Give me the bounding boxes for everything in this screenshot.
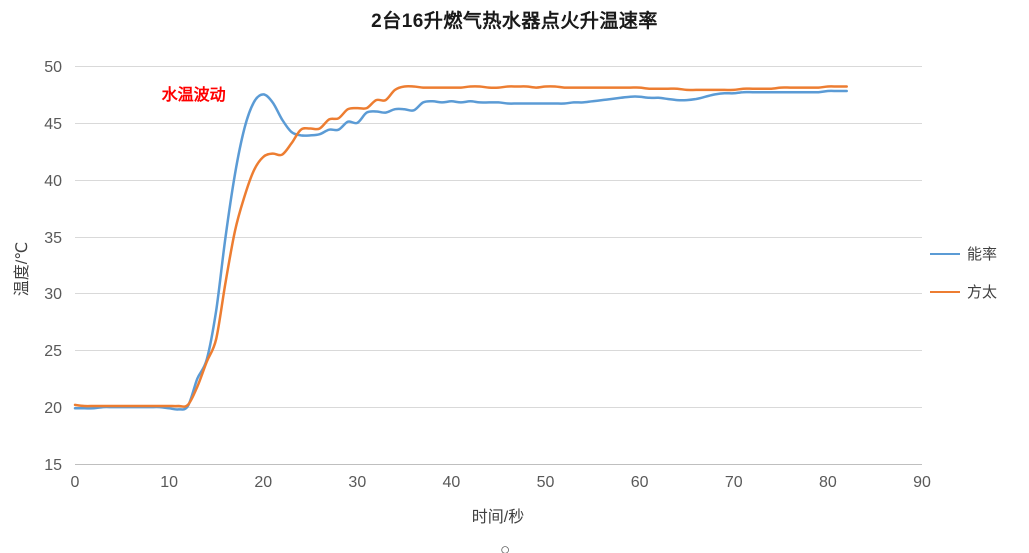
x-tick-label: 20 [254, 474, 272, 491]
x-tick-label: 70 [725, 474, 743, 491]
legend-item-0: 能率 [930, 243, 997, 264]
x-tick-label: 50 [537, 474, 555, 491]
y-tick-label: 50 [44, 59, 62, 76]
y-tick-label: 45 [44, 116, 62, 133]
y-tick-label: 30 [44, 286, 62, 303]
y-tick-label: 20 [44, 400, 62, 417]
legend-line-swatch [930, 290, 960, 293]
x-tick-label: 10 [160, 474, 178, 491]
legend-line-swatch [930, 252, 960, 255]
legend: 能率 方太 [930, 243, 997, 302]
chart-title: 2台16升燃气热水器点火升温速率 [371, 11, 658, 32]
y-axis-label: 温度/℃ [14, 241, 31, 297]
x-tick-label: 80 [819, 474, 837, 491]
x-axis-label: 时间/秒 [471, 509, 525, 526]
y-tick-label: 15 [44, 457, 62, 474]
series-line-1 [73, 84, 848, 408]
legend-label: 能率 [967, 246, 998, 263]
series-line-0 [73, 89, 848, 411]
watermark-circle: ○ [500, 540, 511, 553]
x-tick-label: 0 [71, 474, 80, 491]
legend-label: 方太 [967, 284, 998, 301]
y-tick-label: 35 [44, 230, 62, 247]
y-tick-label: 40 [44, 173, 62, 190]
x-tick-label: 30 [348, 474, 366, 491]
y-tick-label: 25 [44, 343, 62, 360]
x-tick-label: 40 [443, 474, 461, 491]
annotation-water-temp-fluctuation: 水温波动 [161, 87, 226, 105]
x-tick-label: 60 [631, 474, 649, 491]
x-tick-label: 90 [913, 474, 931, 491]
legend-item-1: 方太 [930, 281, 997, 302]
